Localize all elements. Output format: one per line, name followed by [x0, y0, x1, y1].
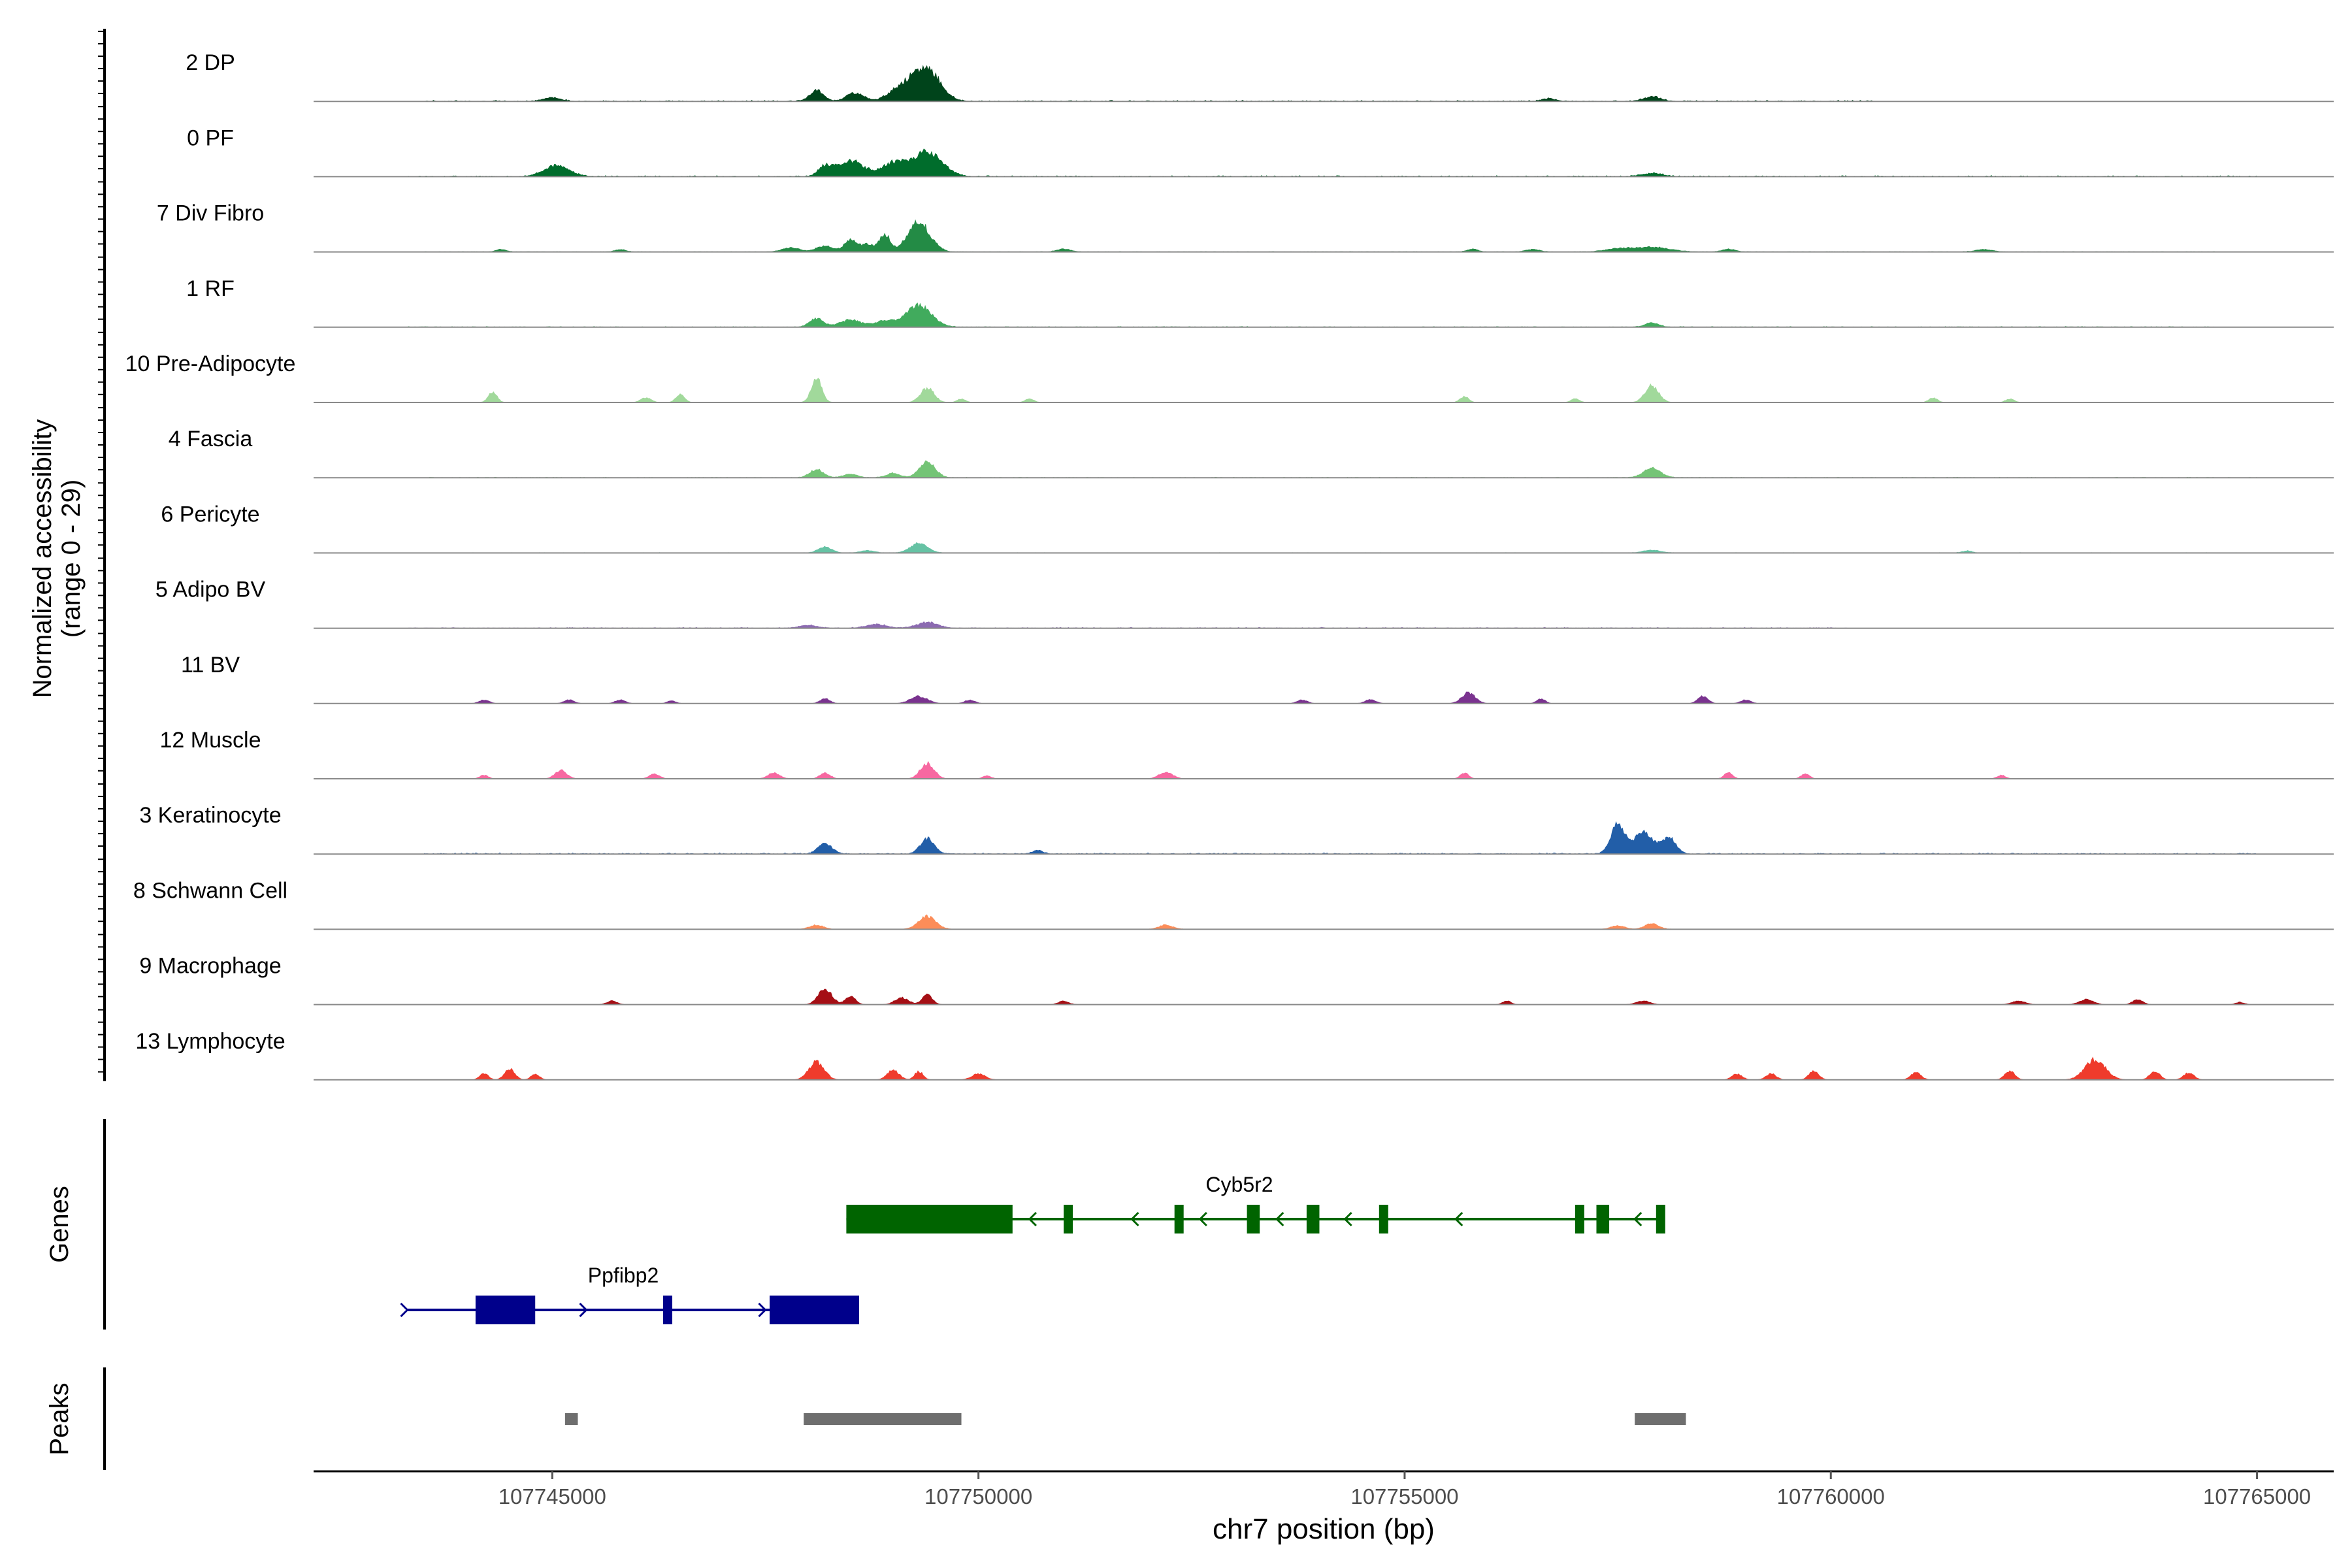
coverage-area	[424, 914, 2129, 930]
track-8: 5 Adipo BV	[155, 578, 2334, 629]
strand-arrow	[758, 1302, 767, 1318]
coverage-area	[424, 378, 2257, 403]
track-label: 0 PF	[187, 125, 234, 150]
coverage-area	[424, 821, 2257, 855]
track-3: 7 Div Fibro	[157, 201, 2334, 253]
strand-arrow	[1454, 1211, 1463, 1227]
track-label: 1 RF	[186, 276, 235, 301]
gene-exon	[1575, 1205, 1584, 1233]
gene-exon	[769, 1296, 859, 1324]
track-13: 9 Macrophage	[139, 954, 2334, 1005]
track-14: 13 Lymphocyte	[135, 1029, 2334, 1081]
track-1: 2 DP	[186, 50, 2334, 103]
coverage-area	[424, 691, 2002, 704]
track-label: 6 Pericyte	[161, 502, 259, 527]
strand-arrow	[1343, 1211, 1352, 1227]
x-axis-title: chr7 position (bp)	[1213, 1513, 1435, 1545]
track-label: 7 Div Fibro	[157, 201, 264, 226]
gene-name-label: Ppfibp2	[588, 1264, 659, 1287]
track-label: 2 DP	[186, 50, 235, 75]
x-tick-label: 107745000	[498, 1484, 606, 1509]
gene-exon	[1174, 1205, 1184, 1233]
gene-name-label: Cyb5r2	[1205, 1173, 1273, 1196]
gene-exon	[1379, 1205, 1388, 1233]
gene-exon	[1306, 1205, 1320, 1233]
peak-region	[804, 1413, 962, 1425]
genes-panel: Genes Cyb5r2 Ppfibp2	[45, 1119, 1665, 1330]
peaks-panel-label: Peaks	[45, 1382, 74, 1455]
coverage-area	[424, 988, 2257, 1005]
track-2: 0 PF	[187, 125, 2334, 178]
gene-exon	[1596, 1205, 1610, 1233]
coverage-area	[424, 1056, 2257, 1081]
strand-arrow	[579, 1302, 588, 1318]
track-4: 1 RF	[186, 276, 2334, 328]
strand-arrow	[1028, 1211, 1037, 1227]
track-label: 8 Schwann Cell	[133, 878, 287, 903]
y-axis-title-line-1: Normalized accessibility	[28, 419, 57, 698]
y-axis-title-line-2: (range 0 - 29)	[57, 480, 86, 638]
track-label: 9 Macrophage	[139, 954, 281, 979]
peak-region	[1635, 1413, 1686, 1425]
x-axis: 107745000 107750000 107755000 107760000 1077…	[314, 1470, 2334, 1509]
gene-exon	[1656, 1205, 1665, 1233]
track-5: 10 Pre-Adipocyte	[125, 351, 2334, 403]
track-9: 11 BV	[181, 653, 2334, 704]
strand-arrow	[1275, 1211, 1284, 1227]
track-label: 3 Keratinocyte	[139, 803, 281, 828]
coverage-area	[407, 302, 2215, 328]
coverage-area	[424, 460, 2258, 478]
gene-cyb5r2: Cyb5r2	[846, 1173, 1665, 1233]
x-tick-label: 107765000	[2203, 1484, 2311, 1509]
gene-exon	[1064, 1205, 1073, 1233]
coverage-area	[424, 219, 2215, 253]
track-label: 10 Pre-Adipocyte	[125, 351, 296, 376]
strand-arrow	[1130, 1211, 1139, 1227]
coverage-area	[407, 621, 1848, 629]
x-tick-label: 107760000	[1777, 1484, 1885, 1509]
track-label: 13 Lymphocyte	[135, 1029, 285, 1054]
gene-exon	[475, 1296, 536, 1324]
gene-exon	[1247, 1205, 1260, 1233]
track-label: 5 Adipo BV	[155, 578, 266, 602]
gene-ppfibp2: Ppfibp2	[400, 1264, 859, 1324]
gene-exon	[846, 1205, 1013, 1233]
track-10: 12 Muscle	[160, 728, 2334, 779]
track-label: 4 Fascia	[169, 427, 253, 451]
strand-arrow	[1633, 1211, 1642, 1227]
coverage-tracks: 2 DP 0 PF 7 Div Fibro 1 RF 10 Pre-Adipocyte 4…	[125, 50, 2334, 1081]
coverage-area	[424, 65, 1874, 102]
x-tick-label: 107755000	[1350, 1484, 1458, 1509]
track-label: 12 Muscle	[160, 728, 261, 753]
strand-arrow	[1573, 1211, 1582, 1227]
x-tick-label: 107750000	[924, 1484, 1032, 1509]
track-7: 6 Pericyte	[161, 502, 2334, 554]
track-6: 4 Fascia	[169, 427, 2334, 479]
peaks-panel: Peaks	[45, 1367, 1686, 1470]
peak-region	[564, 1413, 578, 1425]
gene-exon	[662, 1296, 672, 1324]
track-label: 11 BV	[181, 653, 240, 678]
coverage-area	[424, 542, 2257, 553]
coverage-area	[424, 760, 2087, 779]
strand-arrow	[1198, 1211, 1207, 1227]
track-12: 8 Schwann Cell	[133, 878, 2334, 930]
genes-panel-label: Genes	[45, 1186, 74, 1263]
track-11: 3 Keratinocyte	[139, 803, 2334, 855]
coverage-area	[407, 148, 2258, 177]
strand-arrow	[400, 1302, 409, 1318]
coverage-y-axis	[98, 29, 106, 1081]
